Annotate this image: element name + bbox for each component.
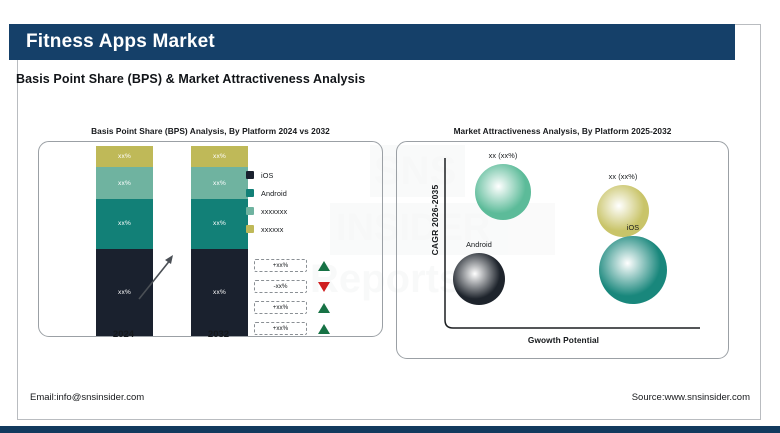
bubble-label: xx (xx%)	[488, 151, 518, 160]
legend-item-android[interactable]: Android	[246, 184, 287, 202]
arrow-up-icon	[318, 323, 330, 334]
bps-legend: iOS Android xxxxxxx xxxxxx	[246, 166, 287, 238]
bubble-label: Android	[466, 240, 492, 249]
bar-segment-value: xx%	[213, 179, 226, 187]
delta-row: +xx%	[254, 318, 330, 339]
title-bar: Fitness Apps Market	[9, 24, 735, 60]
bar-segment-ios: xx%	[191, 248, 248, 336]
stacked-bar-2032: xx% xx% xx% xx%	[191, 146, 248, 336]
delta-value-chip: +xx%	[254, 301, 307, 314]
legend-swatch-icon	[246, 207, 254, 215]
bar-segment-value: xx%	[213, 220, 226, 228]
bubble-label: iOS	[626, 223, 640, 232]
delta-row: +xx%	[254, 255, 330, 276]
bps-delta-list: +xx% -xx% +xx% +xx%	[254, 255, 330, 339]
arrow-down-icon	[318, 281, 330, 292]
bps-chart-panel: Basis Point Share (BPS) Analysis, By Pla…	[38, 126, 383, 340]
bar-category-label-2032: 2032	[207, 329, 230, 340]
legend-swatch-icon	[246, 171, 254, 179]
legend-label: iOS	[261, 170, 274, 180]
legend-swatch-icon	[246, 189, 254, 197]
arrow-up-icon	[318, 302, 330, 313]
bubble-label: xx (xx%)	[608, 172, 638, 181]
mka-chart-title: Market Attractiveness Analysis, By Platf…	[453, 126, 672, 136]
bottom-accent-strip	[0, 426, 780, 433]
bubble-xx-xx[interactable]	[475, 164, 531, 220]
delta-value-chip: -xx%	[254, 280, 307, 293]
footer-email: Email:info@snsinsider.com	[30, 392, 145, 403]
bar-segment-value: xx%	[118, 179, 131, 187]
arrow-up-icon	[318, 260, 330, 271]
bps-chart-title: Basis Point Share (BPS) Analysis, By Pla…	[91, 126, 330, 136]
bubble-ios[interactable]	[599, 236, 667, 304]
legend-swatch-icon	[246, 225, 254, 233]
bar-segment-android: xx%	[96, 199, 153, 249]
delta-row: -xx%	[254, 276, 330, 297]
mka-y-axis-label: CAGR 2026-2035	[430, 184, 440, 256]
bar-segment-value: xx%	[118, 288, 131, 296]
delta-value-chip: +xx%	[254, 322, 307, 335]
legend-item-xxxxxx[interactable]: xxxxxx	[246, 220, 287, 238]
delta-value-chip: +xx%	[254, 259, 307, 272]
legend-item-ios[interactable]: iOS	[246, 166, 287, 184]
mka-x-axis-label: Gwowth Potential	[527, 335, 600, 345]
bubble-xx-xx[interactable]	[597, 185, 649, 237]
mka-plot-area: CAGR 2026-2035 Gwowth Potential xx (xx%)…	[396, 141, 729, 359]
bar-segment-xxxxxxx: xx%	[191, 166, 248, 200]
stacked-bar-2024: xx% xx% xx% xx%	[96, 146, 153, 336]
bar-segment-xxxxxx: xx%	[96, 146, 153, 167]
bar-segment-value: xx%	[213, 152, 226, 160]
footer-source: Source:www.snsinsider.com	[631, 392, 750, 403]
bar-segment-ios: xx%	[96, 248, 153, 336]
legend-label: xxxxxxx	[261, 206, 288, 216]
bar-segment-android: xx%	[191, 199, 248, 249]
page-subtitle: Basis Point Share (BPS) & Market Attract…	[16, 72, 366, 86]
mka-axis-lines	[444, 158, 700, 329]
legend-label: Android	[261, 188, 287, 198]
bubble-android[interactable]	[453, 253, 505, 305]
bar-segment-xxxxxx: xx%	[191, 146, 248, 167]
bar-segment-value: xx%	[118, 152, 131, 160]
bar-segment-value: xx%	[118, 220, 131, 228]
bps-plot-area: xx% xx% xx% xx% xx% xx% xx% xx% iOS Android xxxx…	[38, 141, 383, 337]
bar-category-label-2024: 2024	[112, 329, 135, 340]
bar-segment-xxxxxxx: xx%	[96, 166, 153, 200]
legend-item-xxxxxxx[interactable]: xxxxxxx	[246, 202, 287, 220]
page-title: Fitness Apps Market	[26, 31, 215, 52]
delta-row: +xx%	[254, 297, 330, 318]
bar-segment-value: xx%	[213, 288, 226, 296]
market-attractiveness-panel: Market Attractiveness Analysis, By Platf…	[396, 126, 729, 359]
legend-label: xxxxxx	[261, 224, 284, 234]
